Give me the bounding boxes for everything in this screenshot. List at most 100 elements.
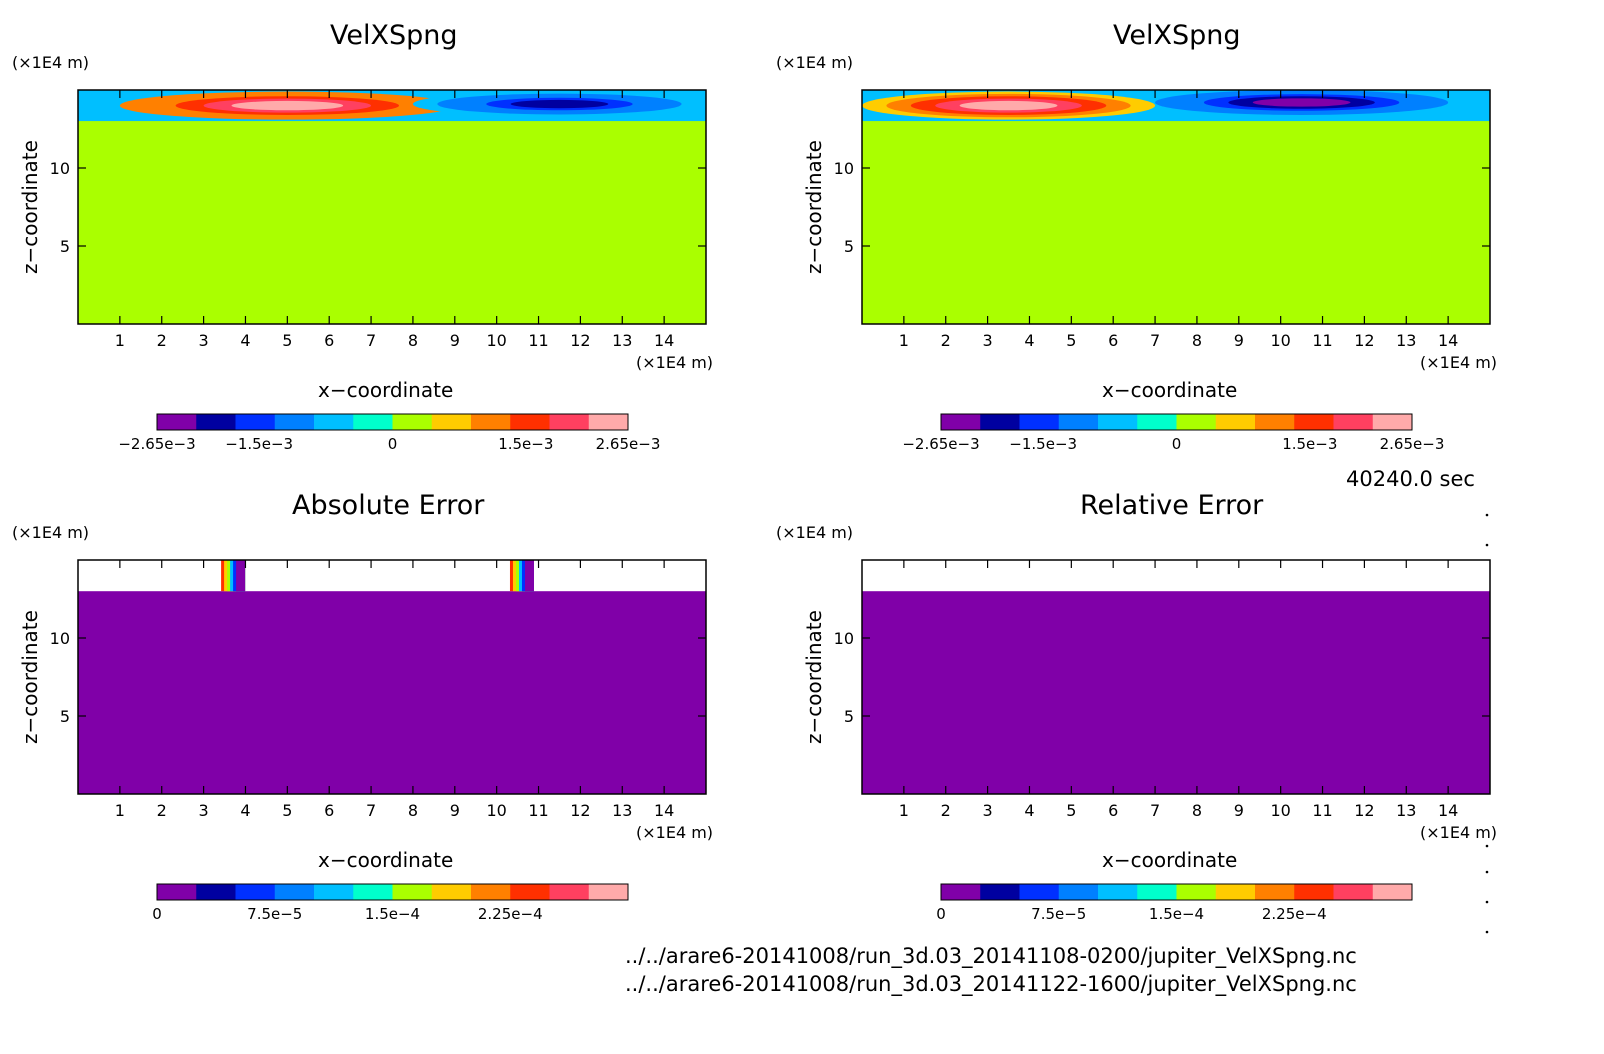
x-axis-label-velx-a: x−coordinate xyxy=(318,378,454,402)
colorbar-segment xyxy=(196,414,236,430)
x-tick-label-5: 5 xyxy=(1066,331,1076,350)
colorbar-segment xyxy=(1019,414,1060,430)
y-tick-label-5: 5 xyxy=(60,237,70,256)
time-label: 40240.0 sec xyxy=(1346,467,1475,491)
y-tick-label-5: 5 xyxy=(844,237,854,256)
x-tick-label-7: 7 xyxy=(366,331,376,350)
colorbar-label: 7.5e−5 xyxy=(1031,905,1087,923)
x-tick-label-3: 3 xyxy=(983,801,993,820)
x-tick-label-14: 14 xyxy=(1438,331,1458,350)
x-tick-label-5: 5 xyxy=(1066,801,1076,820)
y-tick-label-5: 5 xyxy=(844,707,854,726)
margin-dot xyxy=(1485,844,1489,848)
x-tick-label-9: 9 xyxy=(1234,331,1244,350)
colorbar-segment xyxy=(392,414,433,430)
x-tick-label-2: 2 xyxy=(157,801,167,820)
colorbar-segment xyxy=(1176,884,1217,900)
heatmap-field xyxy=(862,560,1490,794)
colorbar-segment xyxy=(314,884,354,900)
colorbar-label: 2.65e−3 xyxy=(595,435,661,453)
margin-dot xyxy=(1485,870,1489,874)
error-hotspot-1 xyxy=(524,560,534,592)
colorbar-segment xyxy=(1176,414,1217,430)
colorbar-segment xyxy=(1372,884,1413,900)
heatmap-field xyxy=(78,90,706,324)
colorbar-segment xyxy=(1294,414,1334,430)
field-lower xyxy=(862,121,1490,324)
colorbar-label: 1.5e−4 xyxy=(364,905,421,923)
colorbar-segment xyxy=(235,414,276,430)
x-tick-label-6: 6 xyxy=(1108,331,1118,350)
x-tick-label-11: 11 xyxy=(528,801,548,820)
colorbar-label: 0 xyxy=(936,905,946,923)
colorbar-segment xyxy=(157,884,197,900)
colorbar-label: 0 xyxy=(1171,435,1182,453)
colorbar-label: 1.5e−4 xyxy=(1148,905,1205,923)
colorbar-frame xyxy=(940,413,1413,431)
colorbar-frame xyxy=(156,883,629,901)
y-unit-rel-error: (×1E4 m) xyxy=(776,523,854,542)
file-path-1: ../../arare6-20141008/run_3d.03_20141108… xyxy=(625,944,1357,968)
colorbar-segment xyxy=(941,884,981,900)
x-tick-label-10: 10 xyxy=(1270,331,1290,350)
x-tick-label-9: 9 xyxy=(450,331,460,350)
x-tick-label-12: 12 xyxy=(1354,331,1374,350)
colorbar-segment xyxy=(1333,884,1374,900)
colorbar-segment xyxy=(1215,414,1256,430)
x-tick-label-14: 14 xyxy=(654,801,674,820)
x-tick-label-11: 11 xyxy=(1312,801,1332,820)
colorbar-segment xyxy=(274,414,315,430)
colorbar-frame xyxy=(940,883,1413,901)
panel-title-abs-error: Absolute Error xyxy=(292,490,485,521)
y-tick-label-10: 10 xyxy=(834,629,854,648)
x-tick-label-4: 4 xyxy=(1024,331,1034,350)
file-path-2: ../../arare6-20141008/run_3d.03_20141122… xyxy=(625,972,1357,996)
colorbar-segment xyxy=(549,884,590,900)
x-tick-label-8: 8 xyxy=(1192,331,1202,350)
x-tick-label-11: 11 xyxy=(528,331,548,350)
colorbar-label: 1.5e−3 xyxy=(1282,435,1338,453)
colorbar-label: 2.65e−3 xyxy=(1379,435,1445,453)
colorbar-label: 0 xyxy=(152,905,162,923)
colorbar-frame xyxy=(156,413,629,431)
field-background xyxy=(78,560,706,794)
contour-feature-1 xyxy=(1277,100,1327,105)
x-tick-label-2: 2 xyxy=(941,331,951,350)
heatmap-field xyxy=(78,560,706,794)
colorbar-label: −2.65e−3 xyxy=(902,435,980,453)
x-tick-label-8: 8 xyxy=(1192,801,1202,820)
margin-dot xyxy=(1485,543,1489,547)
colorbar-label: 1.5e−3 xyxy=(498,435,554,453)
x-tick-label-12: 12 xyxy=(1354,801,1374,820)
colorbar-segment xyxy=(941,414,981,430)
colorbar-segment xyxy=(1215,884,1256,900)
plot-frame xyxy=(861,89,1491,325)
x-tick-label-7: 7 xyxy=(1150,331,1160,350)
x-tick-label-12: 12 xyxy=(570,331,590,350)
y-tick-label-10: 10 xyxy=(834,159,854,178)
x-tick-label-1: 1 xyxy=(115,801,125,820)
colorbar-segment xyxy=(471,884,511,900)
x-tick-label-9: 9 xyxy=(1234,801,1244,820)
colorbar-segment xyxy=(1372,414,1413,430)
x-tick-label-8: 8 xyxy=(408,331,418,350)
x-tick-label-4: 4 xyxy=(240,331,250,350)
colorbar-label: −1.5e−3 xyxy=(1009,435,1078,453)
colorbar-segment xyxy=(1058,414,1099,430)
colorbar-segment xyxy=(157,414,197,430)
colorbar-segment xyxy=(549,414,590,430)
error-hotspot-0 xyxy=(236,560,246,592)
margin-dot xyxy=(1485,513,1489,517)
x-tick-label-10: 10 xyxy=(486,331,506,350)
x-tick-label-12: 12 xyxy=(570,801,590,820)
x-tick-label-7: 7 xyxy=(366,801,376,820)
x-tick-label-3: 3 xyxy=(199,331,209,350)
contour-feature-1 xyxy=(535,101,584,107)
colorbar-segment xyxy=(431,414,472,430)
colorbar-segment xyxy=(1058,884,1099,900)
colorbar-segment xyxy=(314,414,354,430)
colorbar-segment xyxy=(431,884,472,900)
x-tick-label-13: 13 xyxy=(612,331,632,350)
x-tick-label-2: 2 xyxy=(157,331,167,350)
colorbar-segment xyxy=(1255,884,1295,900)
